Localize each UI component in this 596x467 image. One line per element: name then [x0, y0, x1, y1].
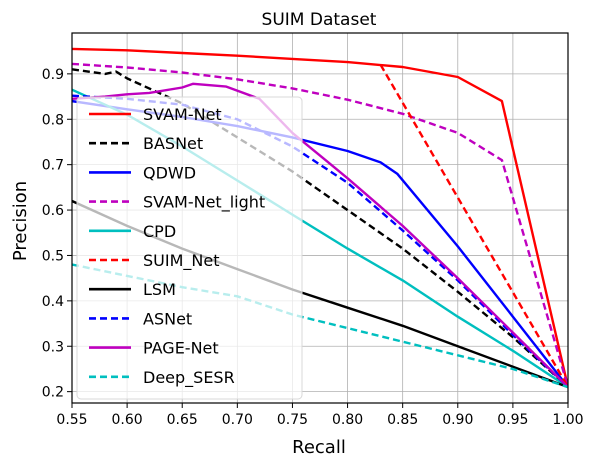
- x-tick-label: 0.80: [332, 412, 363, 428]
- legend-label-page-net: PAGE-Net: [143, 339, 219, 358]
- y-tick-label: 0.3: [42, 339, 64, 355]
- x-ticks: 0.55 0.60 0.65 0.70 0.75 0.80 0.85 0.90 0.95 1.00: [56, 403, 584, 428]
- y-tick-label: 0.5: [42, 248, 64, 264]
- legend-label-deep-sesr: Deep_SESR: [143, 368, 235, 388]
- series-line-suim-net: [379, 64, 568, 388]
- y-axis-label: Precision: [10, 181, 31, 261]
- x-axis-label: Recall: [292, 437, 346, 458]
- legend-label-svam-net-light: SVAM-Net_light: [143, 193, 265, 213]
- x-tick-label: 0.75: [277, 412, 308, 428]
- x-tick-label: 0.70: [222, 412, 253, 428]
- x-tick-label: 0.90: [442, 412, 473, 428]
- legend-label-asnet: ASNet: [143, 309, 192, 328]
- x-tick-label: 0.65: [167, 412, 198, 428]
- axes-frame: [71, 32, 569, 404]
- chart-title: SUIM Dataset: [262, 10, 377, 30]
- y-ticks: 0.2 0.3 0.4 0.5 0.6 0.7 0.8 0.9: [42, 67, 72, 401]
- x-tick-label: 0.60: [112, 412, 143, 428]
- legend-label-svam-net: SVAM-Net: [143, 105, 222, 124]
- y-tick-label: 0.6: [42, 203, 64, 219]
- x-tick-label: 0.85: [387, 412, 418, 428]
- series-line-svam-net-light: [72, 62, 568, 388]
- x-tick-label: 1.00: [552, 412, 583, 428]
- y-tick-label: 0.7: [42, 158, 64, 174]
- legend-label-lsm: LSM: [143, 280, 176, 299]
- series-line-deep-sesr: [72, 263, 568, 389]
- y-tick-label: 0.4: [42, 294, 64, 310]
- legend-label-suim-net: SUIM_Net: [143, 251, 219, 271]
- axes: [71, 32, 569, 404]
- y-tick-label: 0.8: [42, 112, 64, 128]
- legend-label-basnet: BASNet: [143, 134, 203, 153]
- legend-label-qdwd: QDWD: [143, 163, 196, 182]
- legend-label-cpd: CPD: [143, 222, 176, 241]
- x-tick-label: 0.95: [497, 412, 528, 428]
- legend-frame: [76, 96, 303, 400]
- x-tick-label: 0.55: [56, 412, 87, 428]
- y-tick-label: 0.2: [42, 385, 64, 401]
- legend: SVAM-Net BASNet QDWD SVAM-Net_light CPD SUIM_…: [76, 96, 303, 400]
- y-tick-label: 0.9: [42, 67, 64, 83]
- series-line-svam-net: [72, 47, 568, 388]
